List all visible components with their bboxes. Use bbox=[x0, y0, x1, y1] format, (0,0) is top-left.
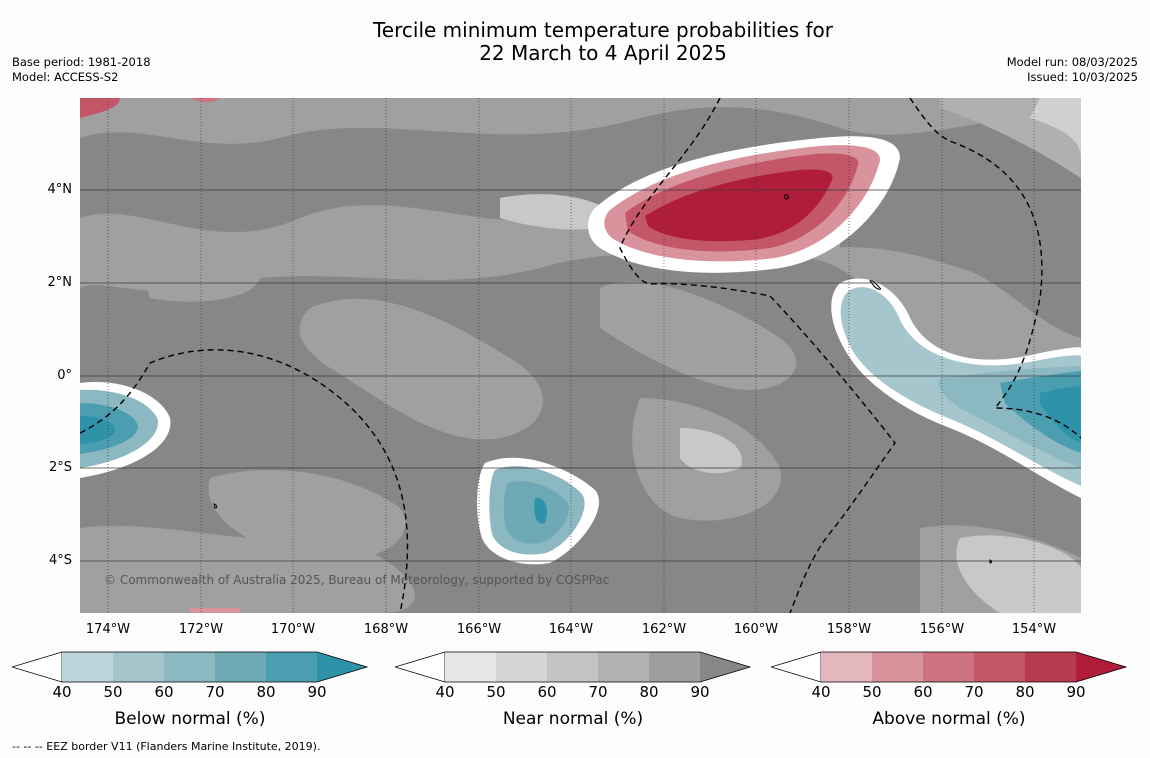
swatch-near-40 bbox=[445, 652, 496, 682]
colorbar-below bbox=[12, 650, 368, 684]
tick-below-90: 90 bbox=[307, 683, 327, 701]
base-period-text: Base period: 1981-2018 bbox=[12, 55, 151, 69]
swatch-below-80 bbox=[266, 652, 317, 682]
swatch-above-60 bbox=[923, 652, 974, 682]
swatch-above-50 bbox=[872, 652, 923, 682]
title-line-1: Tercile minimum temperature probabilitie… bbox=[372, 18, 834, 42]
tick-near-90: 90 bbox=[690, 683, 710, 701]
colorbar-near-svg bbox=[395, 651, 751, 683]
colorbar-above-svg bbox=[771, 651, 1127, 683]
graticule bbox=[107, 98, 1035, 613]
model-run-text: Model run: 08/03/2025 bbox=[1006, 55, 1138, 69]
title-line-2: 22 March to 4 April 2025 bbox=[479, 41, 727, 65]
tick-near-70: 70 bbox=[588, 683, 608, 701]
tick-near-40: 40 bbox=[435, 683, 455, 701]
lon-label-168w: 168°W bbox=[363, 622, 409, 637]
lon-label-172w: 172°W bbox=[178, 622, 224, 637]
colorbar-near bbox=[395, 650, 751, 684]
islands bbox=[213, 194, 992, 564]
latitude-lines bbox=[80, 189, 1081, 562]
chart-title: Tercile minimum temperature probabilitie… bbox=[0, 19, 1150, 65]
swatch-near-80 bbox=[649, 652, 700, 682]
tick-above-80: 80 bbox=[1015, 683, 1035, 701]
swatch-near-60 bbox=[547, 652, 598, 682]
probability-map bbox=[80, 98, 1081, 613]
issued-text: Issued: 10/03/2025 bbox=[1027, 70, 1138, 84]
meta-right: Model run: 08/03/2025 Issued: 10/03/2025 bbox=[1007, 55, 1138, 85]
lat-label-4n: 4°N bbox=[47, 182, 73, 197]
copyright-text: © Commonwealth of Australia 2025, Bureau… bbox=[104, 573, 610, 587]
tick-above-60: 60 bbox=[913, 683, 933, 701]
lon-label-166w: 166°W bbox=[456, 622, 502, 637]
below-normal-regions bbox=[80, 278, 1081, 565]
swatch-below-50 bbox=[113, 652, 164, 682]
meta-left: Base period: 1981-2018 Model: ACCESS-S2 bbox=[12, 55, 151, 85]
tick-below-60: 60 bbox=[154, 683, 174, 701]
lat-label-2s: 2°S bbox=[48, 460, 72, 475]
tick-below-70: 70 bbox=[205, 683, 225, 701]
lon-label-158w: 158°W bbox=[826, 622, 872, 637]
tick-below-80: 80 bbox=[256, 683, 276, 701]
swatch-near-50 bbox=[496, 652, 547, 682]
colorbar-near-title: Near normal (%) bbox=[502, 709, 644, 729]
colorbar-below-title: Below normal (%) bbox=[114, 709, 266, 729]
eez-borders bbox=[80, 98, 1081, 613]
colorbar-above-title: Above normal (%) bbox=[872, 709, 1026, 729]
swatch-below-40 bbox=[62, 652, 113, 682]
lat-label-2n: 2°N bbox=[47, 275, 73, 290]
lon-label-162w: 162°W bbox=[641, 622, 687, 637]
lon-label-174w: 174°W bbox=[85, 622, 131, 637]
lon-label-154w: 154°W bbox=[1011, 622, 1057, 637]
swatch-above-40 bbox=[821, 652, 872, 682]
lat-label-4s: 4°S bbox=[48, 553, 72, 568]
swatch-near-70 bbox=[598, 652, 649, 682]
above-normal-region bbox=[80, 98, 900, 613]
eez-footnote: -- -- -- EEZ border V11 (Flanders Marine… bbox=[12, 740, 321, 753]
tick-near-80: 80 bbox=[639, 683, 659, 701]
lon-label-160w: 160°W bbox=[733, 622, 779, 637]
swatch-below-70 bbox=[215, 652, 266, 682]
model-text: Model: ACCESS-S2 bbox=[12, 70, 119, 84]
lon-label-164w: 164°W bbox=[548, 622, 594, 637]
map-svg bbox=[80, 98, 1081, 613]
tick-above-40: 40 bbox=[811, 683, 831, 701]
tick-near-50: 50 bbox=[486, 683, 506, 701]
tick-above-50: 50 bbox=[862, 683, 882, 701]
tick-near-60: 60 bbox=[537, 683, 557, 701]
colorbar-below-svg bbox=[12, 651, 368, 683]
lon-label-170w: 170°W bbox=[270, 622, 316, 637]
swatch-below-60 bbox=[164, 652, 215, 682]
colorbar-above bbox=[771, 650, 1127, 684]
lon-label-156w: 156°W bbox=[919, 622, 965, 637]
lat-label-0: 0° bbox=[57, 368, 72, 383]
tick-below-50: 50 bbox=[103, 683, 123, 701]
swatch-above-80 bbox=[1025, 652, 1076, 682]
swatch-above-70 bbox=[974, 652, 1025, 682]
tick-below-40: 40 bbox=[52, 683, 72, 701]
tick-above-70: 70 bbox=[964, 683, 984, 701]
tick-above-90: 90 bbox=[1066, 683, 1086, 701]
